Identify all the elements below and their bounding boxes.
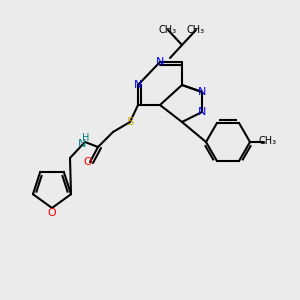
Text: O: O <box>48 208 56 218</box>
Text: O: O <box>84 157 92 167</box>
Text: CH₃: CH₃ <box>159 25 177 35</box>
Text: CH₃: CH₃ <box>187 25 205 35</box>
Text: CH₃: CH₃ <box>259 136 277 146</box>
Text: N: N <box>156 57 164 67</box>
Text: N: N <box>134 80 142 90</box>
Text: N: N <box>198 107 206 117</box>
Text: N: N <box>198 87 206 97</box>
Text: S: S <box>126 117 134 127</box>
Text: H: H <box>82 133 90 143</box>
Text: N: N <box>78 139 86 149</box>
